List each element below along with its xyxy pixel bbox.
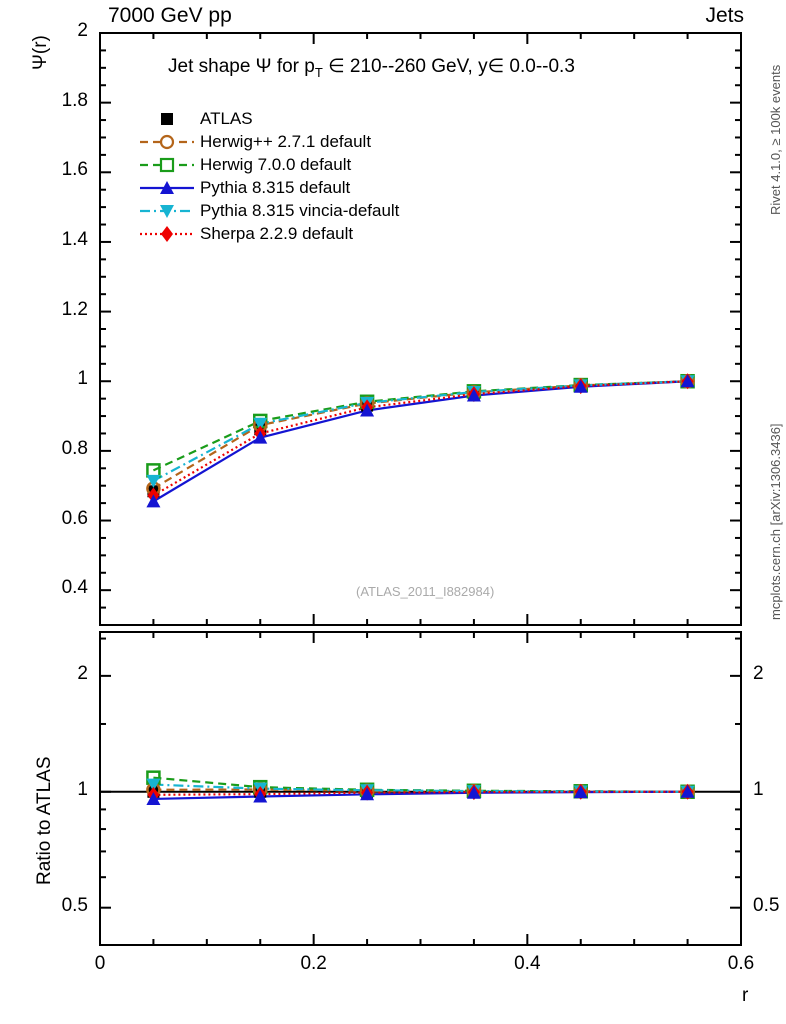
plot-title: Jet shape Ψ for pT ∈ 210--260 GeV, y∈ 0.… xyxy=(168,55,575,80)
y-tick-label: 0.5 xyxy=(61,894,88,916)
series-line-sherpa-2-2-9-default xyxy=(153,790,688,796)
y-tick-label: 1 xyxy=(77,368,88,390)
legend-marker-square-open xyxy=(140,157,194,173)
legend-marker-diamond xyxy=(140,226,194,242)
y-tick-label: 1.4 xyxy=(61,228,88,250)
marker-pythia-8-315-vincia-default xyxy=(146,778,161,792)
legend-marker-square-filled xyxy=(161,113,173,125)
marker-pythia-8-315-vincia-default xyxy=(253,417,268,431)
legend-label: Herwig 7.0.0 default xyxy=(200,155,352,174)
marker-pythia-8-315-vincia-default xyxy=(146,474,161,488)
x-tick-label: 0.6 xyxy=(727,953,755,974)
title-mid: for p xyxy=(271,56,315,77)
y-tick-label: 1.6 xyxy=(61,159,88,181)
x-axis-label: r xyxy=(742,985,749,1006)
marker-pythia-8-315-default xyxy=(360,403,375,417)
title-subscript: T xyxy=(314,64,323,80)
y-tick-label-right: 0.5 xyxy=(753,894,780,916)
marker-pythia-8-315-default xyxy=(253,789,268,803)
header-left: 7000 GeV pp xyxy=(108,4,232,27)
y-tick-label: 0.6 xyxy=(61,507,88,529)
marker-pythia-8-315-default xyxy=(680,374,695,388)
marker-pythia-8-315-default xyxy=(466,785,481,799)
title-psi: Ψ xyxy=(255,56,272,77)
legend-label: Pythia 8.315 vincia-default xyxy=(200,201,400,220)
marker-pythia-8-315-default xyxy=(146,791,161,805)
x-tick-label: 0.4 xyxy=(514,953,541,974)
marker-pythia-8-315-default xyxy=(253,430,268,444)
y-tick-label: 0.4 xyxy=(61,577,88,599)
legend-label: ATLAS xyxy=(200,109,253,128)
y-tick-label: 1 xyxy=(77,778,88,800)
ratio-panel-frame xyxy=(99,631,742,946)
legend-label: Sherpa 2.2.9 default xyxy=(200,224,354,243)
x-tick-label: 0.2 xyxy=(300,953,327,974)
series-line-herwig-7-0-0-default xyxy=(152,380,688,472)
y-tick-label: 1.2 xyxy=(61,298,88,320)
title-post: ∈ 210--260 GeV, y∈ 0.0--0.3 xyxy=(322,56,575,77)
y-tick-label: 1.8 xyxy=(61,89,88,111)
marker-pythia-8-315-default xyxy=(573,379,588,393)
title-pre: Jet shape xyxy=(168,56,256,77)
marker-pythia-8-315-default xyxy=(146,494,161,508)
header-right: Jets xyxy=(705,4,744,27)
legend-marker-triangle-down xyxy=(140,205,194,218)
legend-marker-circle-open xyxy=(140,134,194,150)
x-tick-label: 0 xyxy=(94,953,106,974)
main-panel-frame xyxy=(99,32,742,626)
y-tick-label-right: 2 xyxy=(753,662,764,684)
marker-pythia-8-315-default xyxy=(466,388,481,402)
marker-pythia-8-315-default xyxy=(360,787,375,801)
legend-label: Herwig++ 2.7.1 default xyxy=(200,132,372,151)
y-tick-label: 2 xyxy=(77,20,88,41)
watermark: (ATLAS_2011_I882984) xyxy=(356,584,495,599)
legend-label: Pythia 8.315 default xyxy=(200,178,351,197)
y-tick-label-right: 1 xyxy=(753,778,764,800)
y-tick-label: 2 xyxy=(77,662,88,684)
series-line-sherpa-2-2-9-default xyxy=(152,380,688,497)
y-tick-label: 0.8 xyxy=(61,437,88,459)
marker-pythia-8-315-default xyxy=(680,784,695,798)
legend-marker-triangle-up xyxy=(140,181,194,194)
marker-pythia-8-315-default xyxy=(573,785,588,799)
